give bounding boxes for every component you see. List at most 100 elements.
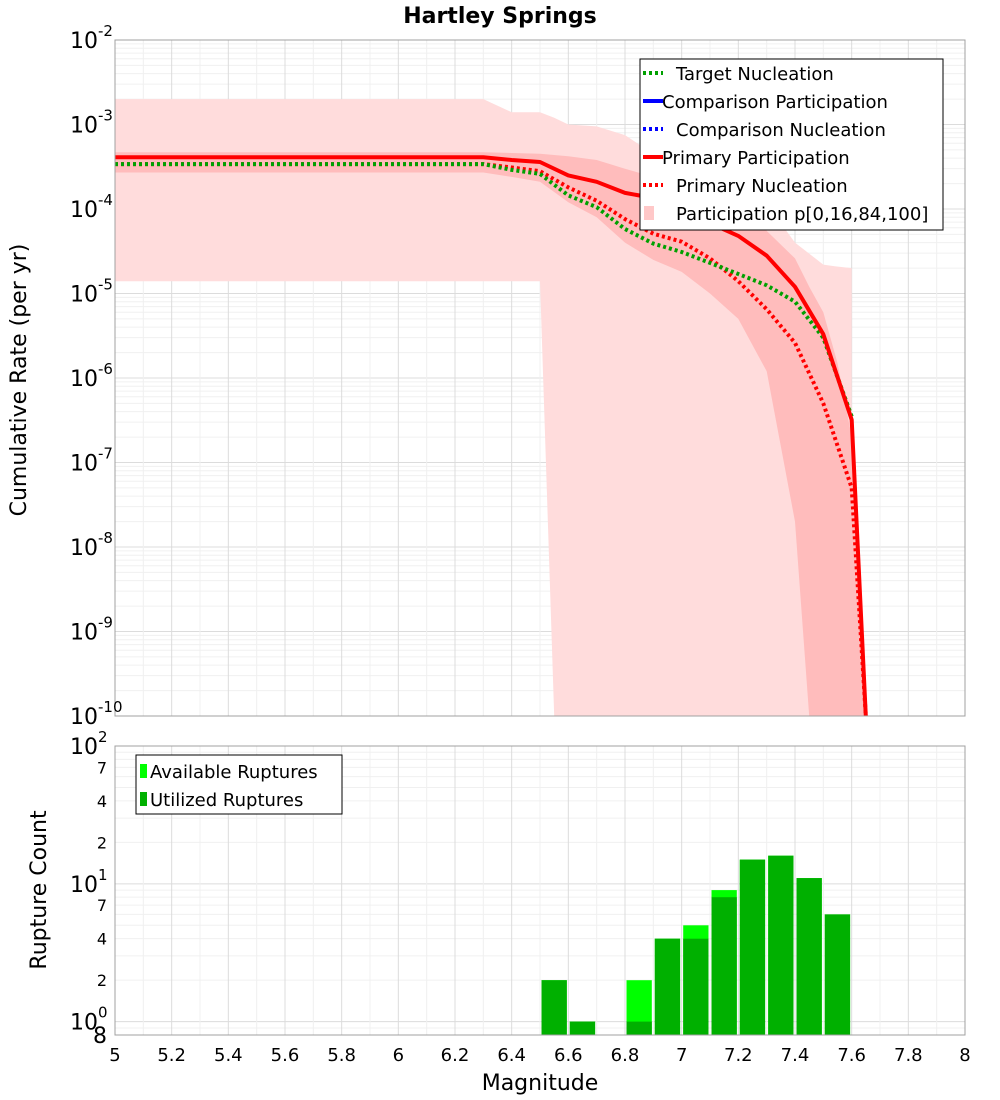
top-legend: Target Nucleation Comparison Participatio… xyxy=(639,58,944,231)
bottom-y-tick-label-exponent: 2 xyxy=(98,728,108,746)
utilized-ruptures-bar xyxy=(569,1021,596,1035)
bottom-legend-label: Utilized Ruptures xyxy=(150,790,303,811)
top-y-tick-label: 10-8 xyxy=(70,529,113,561)
x-tick-label: 7.8 xyxy=(894,1045,923,1066)
top-y-axis-label: Cumulative Rate (per yr) xyxy=(7,244,32,517)
top-y-tick-label-exponent: -5 xyxy=(98,276,113,294)
legend-swatch-bar xyxy=(140,764,147,778)
x-tick-label: 5 xyxy=(109,1045,120,1066)
top-y-tick-label-exponent: -4 xyxy=(98,191,113,209)
chart-title: Hartley Springs xyxy=(403,4,597,29)
bottom-legend-box xyxy=(135,754,343,815)
top-legend-label: Comparison Participation xyxy=(662,92,888,113)
utilized-ruptures-bar xyxy=(683,938,709,1035)
utilized-ruptures-bar xyxy=(768,855,794,1035)
utilized-ruptures-bar xyxy=(824,914,851,1035)
top-y-tick-label-base: 10 xyxy=(70,621,98,646)
utilized-ruptures-bar xyxy=(711,897,737,1035)
primary-nucleation-line xyxy=(115,162,868,717)
x-tick-label: 6.2 xyxy=(441,1045,470,1066)
top-y-tick-label-exponent: -7 xyxy=(98,445,113,463)
top-legend-box xyxy=(639,58,944,231)
top-legend-label: Comparison Nucleation xyxy=(676,120,886,141)
x-tick-label: 8 xyxy=(959,1045,970,1066)
bottom-plot-frame xyxy=(114,745,966,1036)
top-legend-label: Primary Nucleation xyxy=(676,176,848,197)
bottom-legend-label: Available Ruptures xyxy=(150,762,318,783)
x-tick-label: 7.6 xyxy=(837,1045,866,1066)
top-y-tick-label: 10-7 xyxy=(70,445,113,477)
top-y-tick-label: 10-10 xyxy=(70,698,123,730)
legend-swatch-bar xyxy=(140,792,147,806)
utilized-ruptures-bar xyxy=(796,878,822,1035)
bottom-y-tick-label: 101 xyxy=(70,866,108,898)
top-y-tick-label-base: 10 xyxy=(70,452,98,477)
top-y-tick-label: 10-2 xyxy=(70,22,113,54)
bottom-y-minor-tick-label: 4 xyxy=(97,792,107,811)
top-y-tick-label-exponent: -10 xyxy=(98,698,123,716)
bottom-y-tick-label-exponent: 1 xyxy=(98,866,108,884)
bottom-y-minor-tick-label: 2 xyxy=(97,833,107,852)
utilized-ruptures-bar xyxy=(541,980,567,1035)
top-y-tick-label-base: 10 xyxy=(70,705,98,730)
x-tick-label: 7.4 xyxy=(781,1045,810,1066)
top-y-tick-label-base: 10 xyxy=(70,283,98,308)
bottom-y-tick-label: 102 xyxy=(70,728,108,760)
target-nucleation-line xyxy=(115,162,854,418)
top-panel: 10-210-310-410-510-610-710-810-910-10 Ta… xyxy=(70,22,966,730)
bottom-y-minor-tick-label: 7 xyxy=(97,758,107,777)
top-y-ticks: 10-210-310-410-510-610-710-810-910-10 xyxy=(70,22,123,730)
top-y-tick-label-base: 10 xyxy=(70,536,98,561)
top-y-tick-label: 10-6 xyxy=(70,360,113,392)
bottom-y-tick-label-exponent: 0 xyxy=(98,1004,108,1022)
top-y-tick-label-base: 10 xyxy=(70,29,98,54)
bottom-y-tick-label: 100 xyxy=(70,1004,108,1036)
x-tick-label: 6.4 xyxy=(497,1045,526,1066)
bottom-y-tick-label-base: 10 xyxy=(70,1011,98,1036)
bottom-y-minor-tick-label: 4 xyxy=(97,930,107,949)
bottom-legend: Available Ruptures Utilized Ruptures xyxy=(135,754,343,815)
x-tick-label: 6.6 xyxy=(554,1045,583,1066)
utilized-ruptures-bar xyxy=(626,1021,652,1035)
top-y-tick-label-exponent: -3 xyxy=(98,107,113,125)
x-tick-label: 5.6 xyxy=(271,1045,300,1066)
x-tick-label: 6 xyxy=(393,1045,404,1066)
bottom-y-tick-label-base: 10 xyxy=(70,735,98,760)
utilized-ruptures-bar xyxy=(739,859,766,1035)
x-tick-label: 6.8 xyxy=(611,1045,640,1066)
top-y-tick-label-base: 10 xyxy=(70,367,98,392)
x-tick-label: 7 xyxy=(676,1045,687,1066)
top-y-tick-label: 10-9 xyxy=(70,614,113,646)
top-y-tick-label-exponent: -9 xyxy=(98,614,113,632)
top-y-tick-label-exponent: -8 xyxy=(98,529,113,547)
utilized-ruptures-bar xyxy=(654,938,681,1035)
top-bands xyxy=(115,99,866,717)
top-legend-label: Primary Participation xyxy=(662,148,850,169)
top-y-tick-label-base: 10 xyxy=(70,198,98,223)
x-tick-label: 5.2 xyxy=(157,1045,186,1066)
x-tick-label: 7.2 xyxy=(724,1045,753,1066)
top-y-tick-label-exponent: -6 xyxy=(98,360,113,378)
bottom-y-minor-tick-label: 2 xyxy=(97,971,107,990)
top-y-tick-label: 10-3 xyxy=(70,107,113,139)
top-plot-frame xyxy=(114,39,966,717)
bottom-y-axis-label: Rupture Count xyxy=(27,810,52,970)
top-legend-label: Participation p[0,16,84,100] xyxy=(676,204,928,225)
x-ticks: 5 5.2 5.4 5.6 5.8 6 6.2 6.4 6.6 6.8 7 7.2 7.4 7.6 7.8 8 xyxy=(109,1045,970,1066)
top-legend-label: Target Nucleation xyxy=(675,64,834,85)
top-y-tick-label: 10-5 xyxy=(70,276,113,308)
legend-swatch-band xyxy=(644,206,654,220)
bottom-y-tick-label-base: 10 xyxy=(70,873,98,898)
top-y-tick-label-exponent: -2 xyxy=(98,22,113,40)
top-y-tick-label-base: 10 xyxy=(70,114,98,139)
bottom-bars xyxy=(541,855,851,1035)
x-tick-label: 5.4 xyxy=(214,1045,243,1066)
x-axis-label: Magnitude xyxy=(482,1071,599,1096)
bottom-y-minor-tick-label: 7 xyxy=(97,896,107,915)
bottom-y-minor-tick-label: 8 xyxy=(93,1024,107,1049)
top-y-tick-label: 10-4 xyxy=(70,191,113,223)
x-tick-label: 5.8 xyxy=(327,1045,356,1066)
